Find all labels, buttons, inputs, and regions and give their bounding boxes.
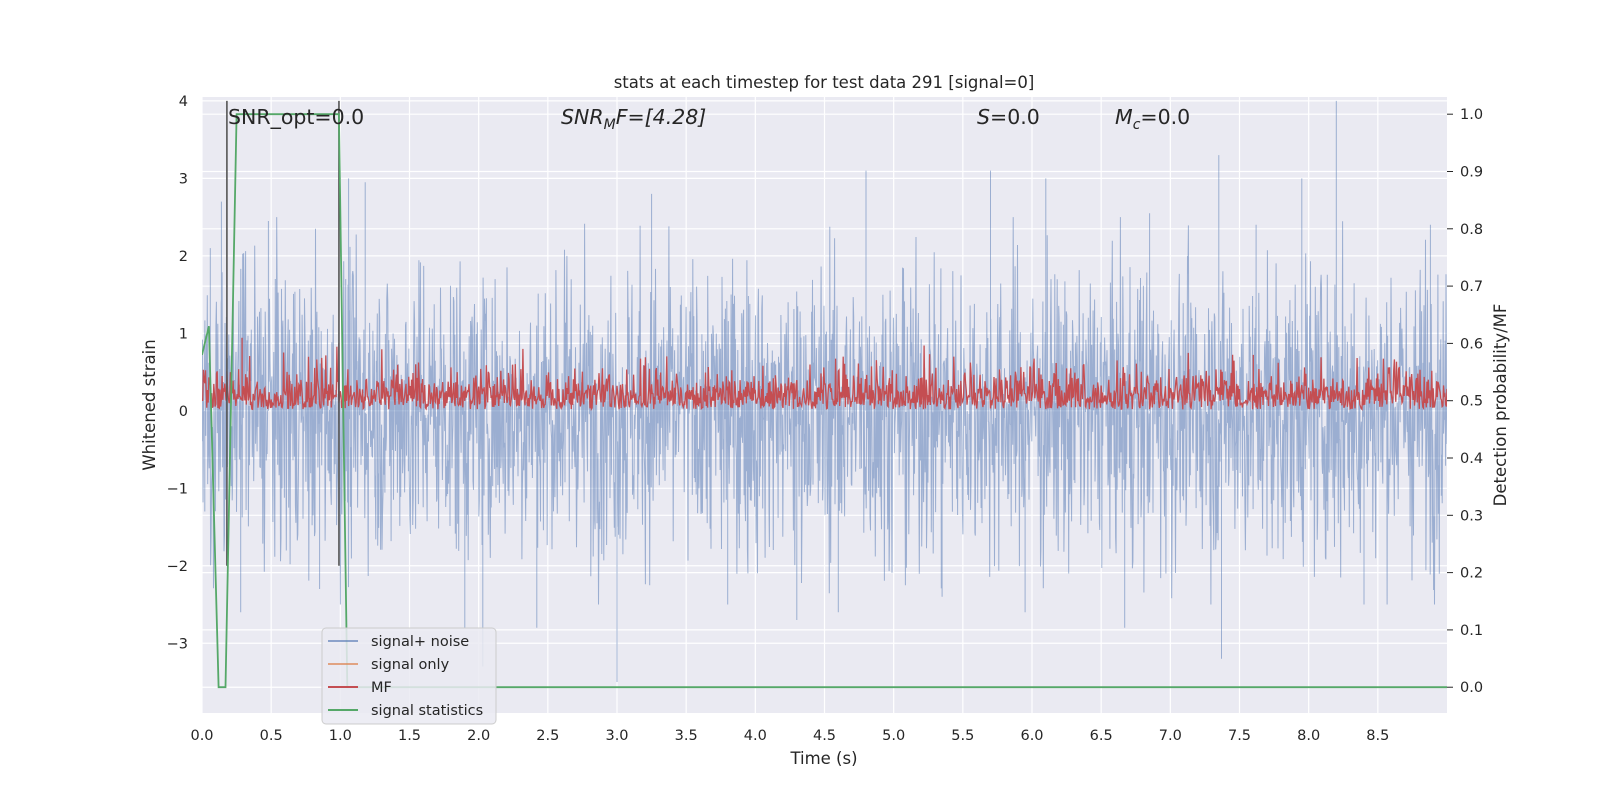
mc-annotation: Mc=0.0 [1115, 105, 1190, 133]
y-axis-label-right: Detection probability/MF [1491, 304, 1510, 507]
y-tick-label-right: 1.0 [1460, 107, 1483, 123]
legend-label-mf: MF [371, 680, 392, 696]
y-tick-label: 2 [179, 249, 188, 265]
y-axis-label: Whitened strain [140, 339, 159, 470]
chart-title: stats at each timestep for test data 291… [614, 73, 1035, 92]
mf-series [202, 337, 1447, 412]
mf-line [202, 337, 1447, 412]
s-annotation: S=0.0 [977, 105, 1040, 129]
x-tick-label: 1.0 [329, 728, 352, 744]
y-tick-label-right: 0.4 [1460, 451, 1483, 467]
tick-labels: 0.0 0.5 1.0 1.5 2.0 2.5 3.0 3.5 4.0 4.5 5.0 5.5 6.0 6… [167, 94, 1483, 744]
y-tick-label-right: 0.7 [1460, 279, 1483, 295]
legend-label-signal-statistics: signal statistics [371, 703, 483, 719]
legend-label-signal-only: signal only [371, 657, 450, 673]
y-tick-label: 0 [179, 404, 188, 420]
x-tick-label: 3.0 [605, 728, 628, 744]
x-tick-label: 7.5 [1228, 728, 1251, 744]
x-tick-label: 2.0 [467, 728, 490, 744]
x-tick-label: 7.0 [1159, 728, 1182, 744]
y-tick-label-right: 0.2 [1460, 566, 1483, 582]
legend: signal+ noise signal only MF signal stat… [321, 627, 497, 725]
y-tick-label: −2 [167, 559, 188, 575]
legend-label-signal-noise: signal+ noise [371, 634, 469, 650]
y-tick-label: −3 [167, 636, 188, 652]
y-tick-label-right: 0.6 [1460, 336, 1483, 352]
x-tick-label: 6.0 [1020, 728, 1043, 744]
x-tick-label: 1.5 [398, 728, 421, 744]
y-tick-label-right: 0.5 [1460, 394, 1483, 410]
x-tick-label: 0.5 [260, 728, 283, 744]
x-tick-label: 0.0 [190, 728, 213, 744]
x-tick-label: 5.5 [951, 728, 974, 744]
legend-box [321, 627, 497, 725]
x-tick-label: 5.0 [882, 728, 905, 744]
y-tick-label: 1 [179, 326, 188, 342]
y-tick-label-right: 0.8 [1460, 222, 1483, 238]
x-tick-label: 3.5 [675, 728, 698, 744]
signal-noise-series [202, 100, 1447, 682]
y-tick-label: 4 [179, 94, 188, 110]
y-tick-label-right: 0.9 [1460, 164, 1483, 180]
y-tick-label-right: 0.1 [1460, 623, 1483, 639]
x-tick-label: 8.0 [1297, 728, 1320, 744]
x-tick-label: 6.5 [1090, 728, 1113, 744]
y-tick-label: 3 [179, 171, 188, 187]
y-tick-label: −1 [167, 481, 188, 497]
x-tick-label: 8.5 [1366, 728, 1389, 744]
x-axis-label: Time (s) [789, 749, 857, 768]
snr-mf-annotation: SNRMF=[4.28] [561, 105, 706, 133]
snr-opt-annotation: SNR_opt=0.0 [228, 105, 364, 130]
x-tick-label: 2.5 [536, 728, 559, 744]
x-tick-label: 4.0 [744, 728, 767, 744]
x-tick-label: 4.5 [813, 728, 836, 744]
signal-noise-line [202, 100, 1447, 682]
y-tick-label-right: 0.3 [1460, 508, 1483, 524]
y-tick-label-right: 0.0 [1460, 680, 1483, 696]
